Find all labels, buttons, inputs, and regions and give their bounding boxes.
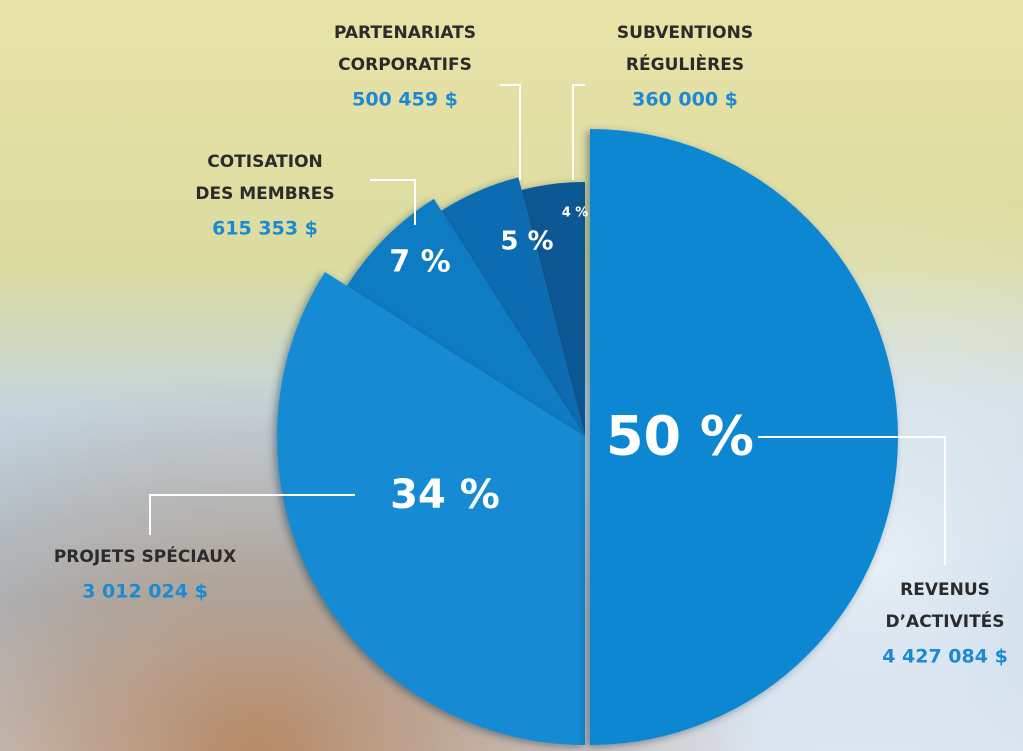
category-label: PROJETS SPÉCIAUX: [54, 545, 236, 567]
percent-label: 4 %: [562, 206, 589, 221]
chart: 50 % REVENUS D’ACTIVITÉS 4 427 084 $ 34 % PRO…: [0, 0, 1023, 751]
category-label: PARTENARIATS: [334, 23, 476, 43]
category-label: CORPORATIFS: [338, 55, 472, 75]
category-label: COTISATION: [207, 152, 323, 172]
percent-label: 5 %: [500, 227, 553, 257]
category-label: REVENUS: [900, 580, 990, 600]
amount-label: 615 353 $: [212, 218, 318, 240]
amount-label: 4 427 084 $: [882, 646, 1008, 668]
category-label: D’ACTIVITÉS: [885, 610, 1004, 632]
percent-label: 34 %: [390, 472, 500, 518]
category-label: DES MEMBRES: [195, 184, 334, 204]
category-label: SUBVENTIONS: [617, 23, 753, 43]
amount-label: 500 459 $: [352, 89, 458, 111]
page: {"chart_data": {"type": "pie", "categori…: [0, 0, 1023, 751]
percent-label: 50 %: [606, 405, 754, 468]
percent-label: 7 %: [389, 245, 450, 280]
amount-label: 3 012 024 $: [82, 581, 208, 603]
amount-label: 360 000 $: [632, 89, 738, 111]
category-label: RÉGULIÈRES: [626, 53, 744, 75]
